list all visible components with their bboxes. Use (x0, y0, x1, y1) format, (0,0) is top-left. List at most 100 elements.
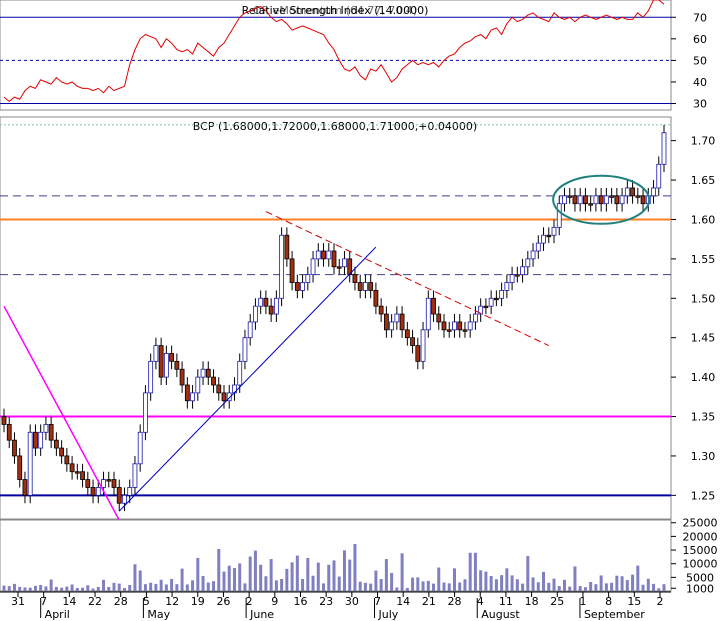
candle-down (263, 297, 269, 307)
volume-bar (327, 564, 331, 591)
volume-bar (547, 582, 551, 591)
volume-bar (416, 577, 420, 591)
volume-bar (243, 583, 247, 591)
date-tick-label: 5 (143, 595, 150, 608)
volume-bar (641, 584, 645, 591)
volume-bar (421, 581, 425, 591)
candle-down (410, 337, 415, 346)
candle-down (546, 234, 552, 238)
volume-bar (269, 559, 273, 591)
date-tick-label: 22 (88, 595, 102, 608)
volume-bar (49, 579, 53, 591)
volume-bar (369, 583, 373, 591)
candle-up (661, 132, 667, 165)
candle-up (525, 258, 531, 268)
month-label: June (249, 608, 274, 621)
candle-down (1, 416, 7, 425)
volume-tick-label: 10000 (683, 558, 718, 571)
rsi-tick-label: 60 (693, 33, 707, 46)
volume-bar (212, 581, 216, 591)
rsi-tick-label: 70 (693, 11, 707, 24)
volume-bar (248, 556, 252, 591)
date-tick-label: 4 (477, 595, 484, 608)
candle-up (389, 321, 395, 331)
candle-down (431, 297, 436, 315)
candle-up (273, 297, 279, 315)
candle-down (116, 487, 122, 504)
candle-up (310, 258, 316, 276)
volume-bar (353, 544, 357, 591)
volume-bar (662, 584, 666, 591)
volume-bar (400, 553, 404, 591)
volume-bar (536, 582, 540, 591)
date-tick-label: 25 (550, 595, 564, 608)
candle-down (446, 329, 452, 332)
candle-down (462, 329, 468, 332)
date-tick-label: 12 (165, 595, 179, 608)
candle-down (357, 282, 363, 291)
candle-up (43, 424, 49, 433)
candle-up (279, 234, 285, 299)
price-tick-label: 1.60 (691, 213, 716, 226)
candle-up (143, 392, 148, 433)
volume-bar (44, 586, 48, 591)
candle-up (473, 313, 478, 323)
volume-bar (652, 583, 656, 591)
candle-down (64, 455, 70, 465)
candle-up (247, 321, 253, 339)
candle-up (520, 266, 525, 276)
date-axis: 31 7 14 22 28 5 12 19 26 2 9 16 23 30 7 14 21 28 4 11 18 25 1 8… (0, 591, 671, 621)
volume-bar (578, 586, 582, 591)
volume-bar (201, 575, 205, 591)
candle-up (137, 431, 143, 465)
candle-up (425, 297, 431, 331)
volume-bar (489, 575, 493, 591)
candle-down (598, 195, 604, 205)
date-tick-label: 7 (374, 595, 381, 608)
candle-down (352, 274, 358, 283)
volume-bar (75, 587, 79, 591)
candle-up (551, 226, 557, 236)
volume-tick-label: 5000 (686, 571, 714, 584)
rsi-title-overlap: OR eMomentum (64.77, 70.4) (253, 4, 417, 17)
volume-bar (484, 571, 488, 591)
volume-bar (196, 557, 200, 591)
volume-bar (274, 580, 278, 591)
volume-bar (405, 587, 409, 591)
month-label: May (147, 608, 170, 621)
price-title: BCP (1.68000,1.72000,1.68000,1.71000,+0.… (193, 120, 477, 133)
price-tick-label: 1.35 (691, 411, 716, 424)
rsi-title: Relative Strength Index (14.0000) (242, 4, 429, 17)
candle-up (593, 195, 599, 205)
volume-bar (295, 555, 299, 591)
candle-up (127, 487, 133, 496)
candle-down (415, 345, 421, 362)
candle-down (111, 479, 117, 488)
candle-up (478, 305, 484, 315)
candle-up (562, 195, 567, 205)
candle-down (368, 282, 374, 291)
candle-down (106, 479, 112, 482)
volume-bar (657, 588, 661, 591)
candle-up (556, 203, 562, 228)
volume-bar (562, 579, 566, 591)
candle-up (488, 297, 494, 307)
candle-up (342, 258, 347, 268)
volume-bar (573, 566, 577, 591)
rsi-axis: 70 60 50 40 30 (671, 11, 707, 111)
volume-bar (363, 582, 367, 591)
candle-down (441, 321, 447, 331)
candle-up (153, 345, 159, 362)
month-label: September (584, 608, 645, 621)
volume-bar (170, 578, 174, 591)
volume-bar (264, 576, 268, 591)
candle-down (205, 368, 211, 378)
price-axis: 1.70 1.65 1.60 1.55 1.50 1.45 1.40 1.35 1.30 1.25 (671, 135, 716, 502)
candle-down (336, 266, 342, 269)
volume-tick-label: 1000 (686, 582, 714, 595)
candle-down (17, 455, 23, 480)
candle-down (53, 439, 59, 449)
consolidation-ellipse (552, 174, 651, 225)
price-tick-label: 1.40 (691, 371, 716, 384)
volume-bar (568, 586, 572, 591)
